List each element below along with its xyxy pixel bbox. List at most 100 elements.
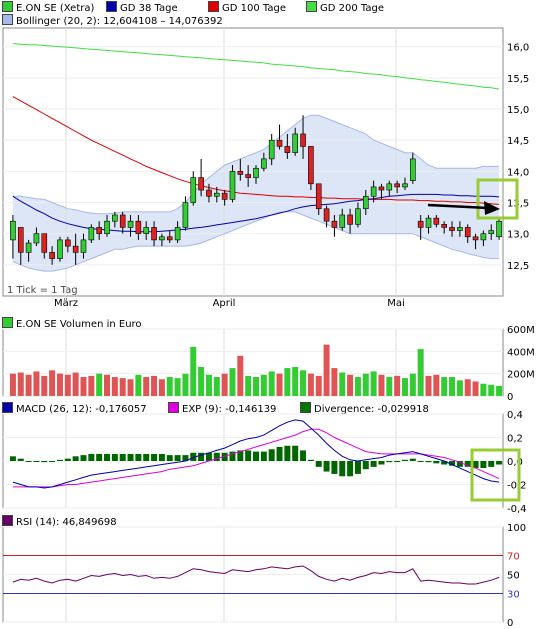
- divergence-bar: [221, 452, 228, 461]
- volume-bar: [174, 378, 181, 396]
- candle-body: [441, 224, 447, 228]
- candle-body: [402, 183, 408, 188]
- volume-bar: [425, 375, 432, 396]
- candle-body: [206, 189, 212, 197]
- divergence-bar: [315, 461, 322, 467]
- candle-body: [496, 220, 502, 238]
- divergence-bar: [496, 461, 503, 465]
- divergence-bar: [276, 446, 283, 461]
- candle-body: [213, 192, 220, 197]
- candle-body: [417, 220, 424, 228]
- divergence-bar: [433, 461, 440, 464]
- arrow-shaft: [427, 203, 489, 210]
- candle-body: [49, 252, 55, 259]
- legend-divergence: Divergence: -0,029918: [300, 402, 429, 416]
- legend-rsi: RSI (14): 46,849698: [2, 515, 117, 529]
- candle-body: [300, 133, 306, 147]
- candle-body: [433, 217, 440, 225]
- volume-bar: [221, 373, 228, 396]
- volume-bar: [80, 377, 87, 396]
- price-panel-frame: [2, 27, 504, 297]
- volume-bar: [472, 381, 479, 396]
- divergence-bar: [72, 456, 79, 461]
- macd-tick-label: -0,4: [507, 504, 527, 515]
- volume-bar: [253, 377, 259, 396]
- candle-body: [174, 227, 181, 241]
- candle-body: [323, 208, 330, 222]
- legend-gd200: GD 200 Tage: [306, 1, 384, 15]
- legend-gd100: GD 100 Tage: [208, 1, 286, 15]
- volume-bar: [433, 374, 440, 396]
- candle-body: [96, 227, 102, 234]
- volume-tick-label: 200M: [507, 370, 535, 381]
- candle-body: [72, 245, 79, 253]
- volume-bar: [292, 366, 299, 396]
- volume-bar: [158, 379, 165, 396]
- candle-body: [33, 233, 40, 244]
- candle-body: [80, 239, 87, 253]
- candle-body: [347, 214, 353, 225]
- candle-body: [143, 227, 150, 234]
- candle-body: [221, 192, 228, 200]
- tick-note: 1 Tick = 1 Tag: [7, 285, 78, 296]
- volume-bar: [339, 372, 346, 396]
- candle-body: [104, 220, 110, 234]
- x-axis-label-0: März: [54, 298, 78, 309]
- volume-bar: [213, 377, 220, 396]
- divergence-bar: [323, 461, 330, 472]
- divergence-bar: [229, 451, 236, 461]
- candle-body: [410, 158, 416, 181]
- divergence-bar: [362, 461, 369, 470]
- candle-body: [166, 236, 173, 241]
- divergence-bar: [284, 445, 291, 461]
- candle-body: [378, 186, 385, 191]
- volume-bar: [190, 346, 197, 396]
- volume-bar: [394, 375, 401, 396]
- bollinger-lower-line: [12, 211, 500, 272]
- candle-body: [308, 146, 314, 185]
- divergence-bar: [386, 461, 393, 463]
- legend-swatch: [208, 1, 219, 12]
- divergence-bar: [245, 450, 252, 461]
- divergence-bar: [449, 461, 456, 466]
- divergence-bar: [268, 449, 275, 461]
- candle-body: [449, 227, 455, 231]
- volume-bar: [229, 368, 236, 396]
- legend-swatch: [2, 402, 13, 413]
- macd-tick-label: -0,2: [507, 481, 527, 492]
- candle-body: [112, 214, 118, 222]
- divergence-bar: [441, 461, 448, 465]
- volume-bar: [88, 375, 95, 396]
- volume-bar: [111, 377, 118, 396]
- divergence-bar: [88, 453, 95, 461]
- candle-body: [331, 220, 338, 228]
- divergence-bar: [25, 461, 32, 462]
- divergence-bar: [104, 453, 111, 461]
- divergence-bar: [347, 461, 354, 477]
- divergence-bar: [190, 452, 197, 461]
- divergence-bar: [56, 459, 63, 461]
- volume-bar: [300, 370, 307, 396]
- divergence-bar: [143, 453, 150, 461]
- candle-body: [261, 158, 267, 169]
- volume-bar: [347, 374, 354, 396]
- divergence-bar: [370, 461, 377, 467]
- volume-bar: [151, 375, 158, 396]
- candle-body: [355, 208, 361, 225]
- candle-body: [394, 183, 400, 188]
- volume-bar: [25, 374, 32, 396]
- price-tick-label: 15,5: [507, 74, 529, 85]
- candle-body: [10, 220, 16, 241]
- divergence-bar: [33, 461, 40, 462]
- volume-bar: [127, 379, 134, 396]
- candle-body: [57, 239, 63, 259]
- divergence-bar: [417, 461, 424, 462]
- divergence-bar: [198, 452, 205, 461]
- volume-bar: [370, 371, 377, 396]
- divergence-bar: [174, 455, 181, 461]
- divergence-bar: [182, 455, 189, 461]
- price-tick-label: 13,0: [507, 230, 529, 241]
- bollinger-band: [12, 115, 500, 272]
- gd100-line: [12, 96, 500, 205]
